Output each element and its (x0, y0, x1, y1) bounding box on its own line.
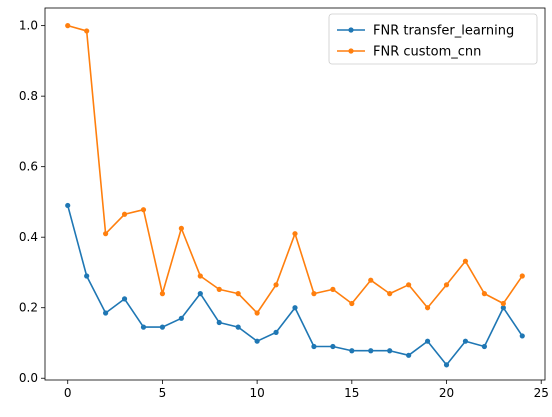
legend: FNR transfer_learning FNR custom_cnn (329, 14, 537, 64)
legend-swatch-marker (348, 48, 353, 53)
data-point (160, 325, 165, 330)
data-point (425, 339, 430, 344)
x-tick-label: 0 (64, 386, 72, 400)
data-point (141, 325, 146, 330)
data-point (84, 273, 89, 278)
data-point (65, 203, 70, 208)
data-point (482, 291, 487, 296)
data-point (141, 207, 146, 212)
data-point (425, 305, 430, 310)
data-point (179, 226, 184, 231)
y-tick-label: 0.6 (19, 160, 38, 174)
y-tick-label: 0.8 (19, 89, 38, 103)
data-point (387, 291, 392, 296)
data-point (330, 344, 335, 349)
data-point (311, 291, 316, 296)
legend-swatch-marker (348, 27, 353, 32)
data-point (368, 278, 373, 283)
data-point (255, 310, 260, 315)
data-point (482, 344, 487, 349)
data-point (349, 348, 354, 353)
data-point (217, 287, 222, 292)
x-tick-label: 25 (534, 386, 549, 400)
y-axis: 0.0 0.2 0.4 0.6 0.8 1.0 (19, 19, 45, 386)
data-point (520, 273, 525, 278)
data-point (444, 282, 449, 287)
x-tick-label: 10 (249, 386, 264, 400)
x-axis: 0 5 10 15 20 25 (64, 380, 549, 400)
data-point (501, 301, 506, 306)
data-point (444, 362, 449, 367)
data-point (463, 259, 468, 264)
data-point (463, 339, 468, 344)
legend-label: FNR transfer_learning (373, 24, 514, 39)
y-tick-label: 0.0 (19, 371, 38, 385)
data-point (311, 344, 316, 349)
data-point (292, 231, 297, 236)
data-point (236, 325, 241, 330)
data-point (273, 282, 278, 287)
data-point (330, 287, 335, 292)
data-point (520, 333, 525, 338)
data-point (368, 348, 373, 353)
data-point (179, 316, 184, 321)
data-point (198, 291, 203, 296)
data-point (103, 231, 108, 236)
data-point (236, 291, 241, 296)
x-tick-label: 5 (159, 386, 167, 400)
data-point (406, 353, 411, 358)
data-point (160, 291, 165, 296)
data-point (122, 212, 127, 217)
data-point (255, 339, 260, 344)
data-point (273, 330, 278, 335)
legend-label: FNR custom_cnn (373, 45, 481, 60)
data-point (292, 305, 297, 310)
x-tick-label: 15 (344, 386, 359, 400)
data-point (406, 282, 411, 287)
data-point (387, 348, 392, 353)
data-point (217, 320, 222, 325)
data-point (103, 310, 108, 315)
data-point (65, 23, 70, 28)
y-tick-label: 1.0 (19, 19, 38, 33)
y-tick-label: 0.4 (19, 230, 38, 244)
data-point (84, 28, 89, 33)
data-point (122, 296, 127, 301)
y-tick-label: 0.2 (19, 301, 38, 315)
data-point (349, 301, 354, 306)
data-point (198, 273, 203, 278)
x-tick-label: 20 (439, 386, 454, 400)
